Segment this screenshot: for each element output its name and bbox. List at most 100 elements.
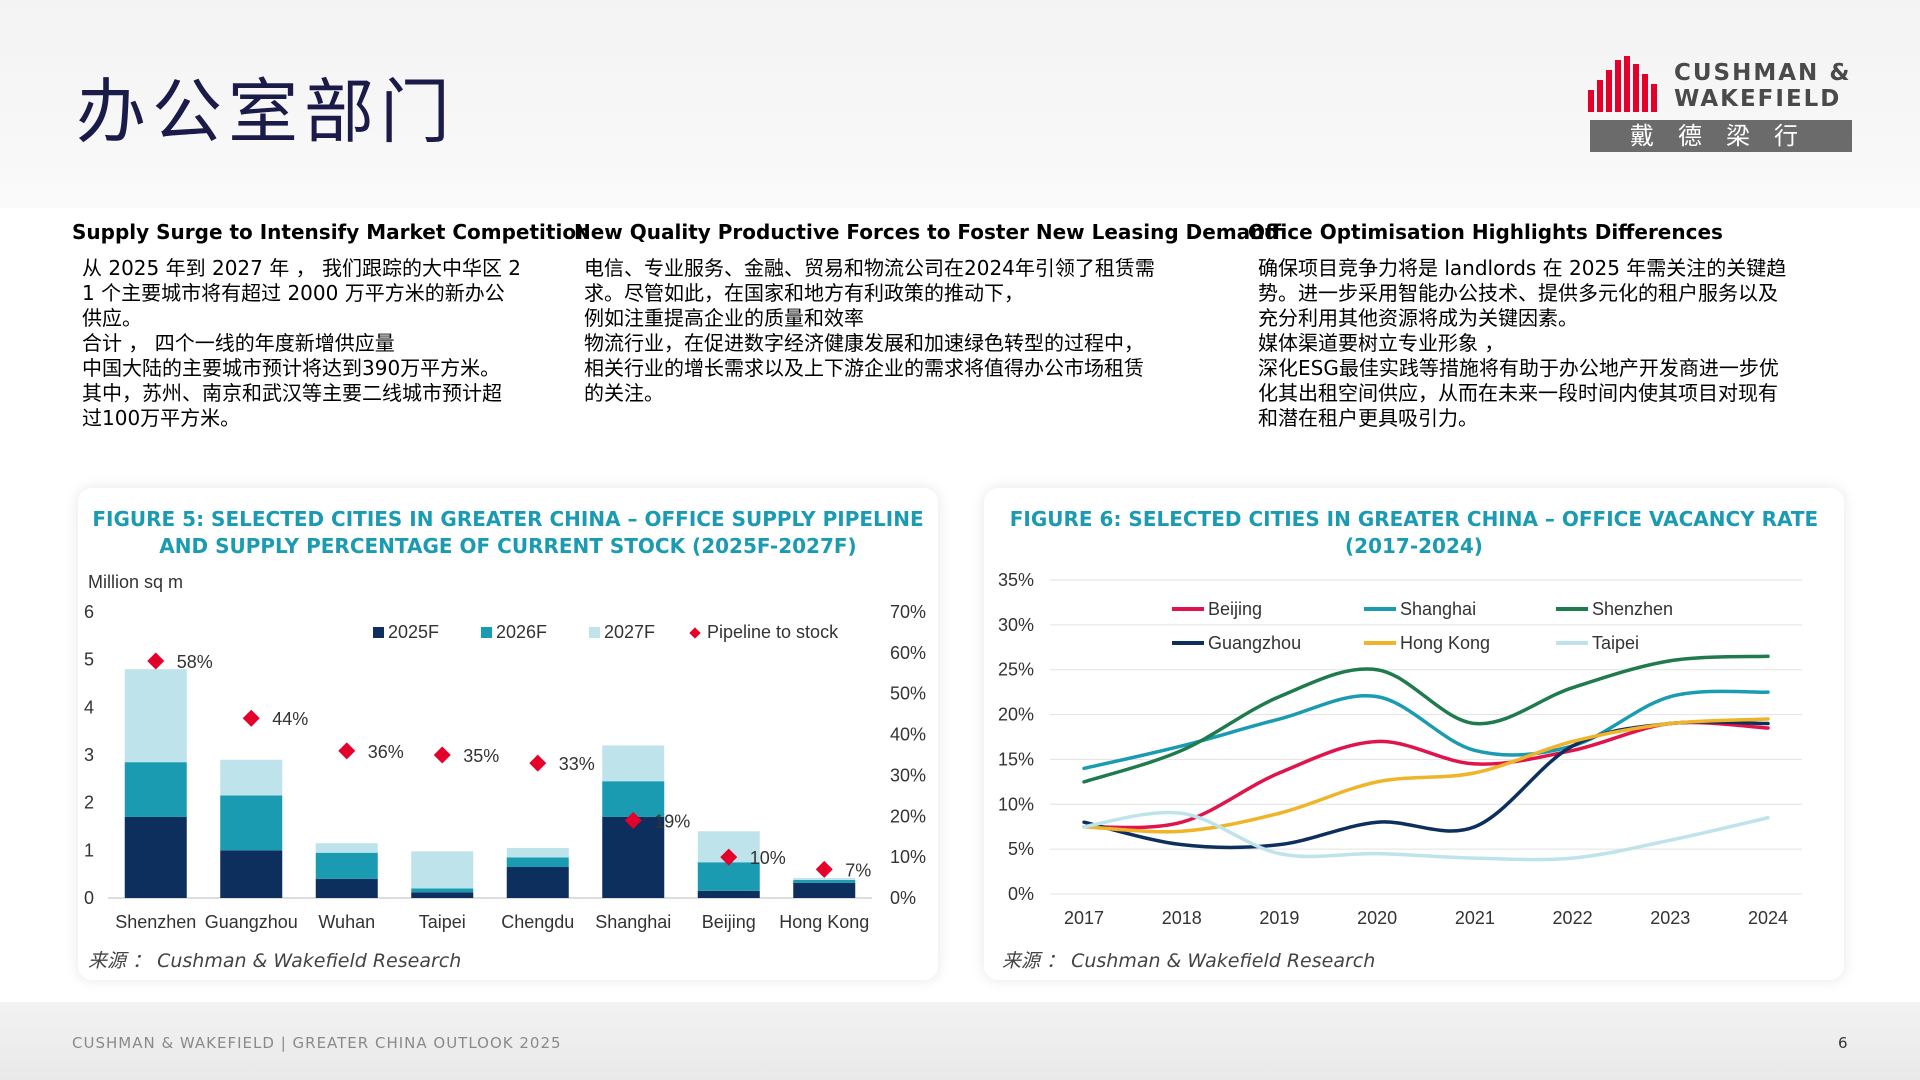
- bar-segment-2025F: [793, 882, 856, 898]
- series-line-shenzhen: [1082, 654, 1770, 784]
- legend-label: Shenzhen: [1592, 599, 1673, 619]
- series-line-beijing: [1082, 720, 1770, 830]
- logo-chinese-name: 戴德梁行: [1590, 120, 1852, 152]
- column-body: 从 2025 年到 2027 年 ， 我们跟踪的大中华区 2 1 个主要城市将有…: [82, 256, 522, 430]
- chart-source: 来源 ： Cushman & Wakefield Research: [1002, 950, 1376, 972]
- legend-label: 2025F: [388, 622, 439, 642]
- legend-swatch: [589, 627, 600, 638]
- x-tick-label: Shanghai: [595, 912, 671, 932]
- logo-bars-icon: [1588, 56, 1657, 112]
- bar-segment-2026F: [793, 879, 856, 883]
- column-heading: New Quality Productive Forces to Foster …: [574, 220, 1279, 244]
- footer-band: [0, 1002, 1920, 1080]
- legend-label: Hong Kong: [1400, 633, 1490, 653]
- logo-line2: WAKEFIELD: [1674, 86, 1842, 112]
- x-tick-label: Shenzhen: [115, 912, 196, 932]
- y-tick-label: 3: [84, 745, 94, 765]
- legend-swatch: [373, 627, 384, 638]
- x-tick-label: Chengdu: [501, 912, 574, 932]
- column-office-optimisation: Office Optimisation Highlights Differenc…: [1248, 220, 1868, 431]
- x-tick-label: Hong Kong: [779, 912, 869, 932]
- bar-segment-2026F: [697, 862, 760, 891]
- chart-source: 来源 ： Cushman & Wakefield Research: [88, 950, 462, 972]
- bar-segment-2025F: [697, 890, 760, 898]
- page-title: 办公室部门: [76, 71, 456, 153]
- y-tick-label: 5%: [1008, 839, 1034, 859]
- legend-label: Shanghai: [1400, 599, 1476, 619]
- column-supply-surge: Supply Surge to Intensify Market Competi…: [72, 220, 591, 431]
- x-tick-label: 2019: [1259, 908, 1299, 928]
- bar-segment-2027F: [315, 843, 378, 853]
- y2-tick-label: 70%: [890, 602, 926, 622]
- bar-segment-2026F: [506, 857, 569, 868]
- pipeline-label: 44%: [272, 709, 308, 729]
- pipeline-marker: [242, 709, 260, 727]
- y-tick-label: 20%: [998, 705, 1034, 725]
- figure5-card: FIGURE 5: SELECTED CITIES IN GREATER CHI…: [78, 488, 938, 980]
- x-tick-label: 2017: [1064, 908, 1104, 928]
- bar-segment-2025F: [602, 816, 665, 898]
- series-line-hong-kong: [1082, 717, 1770, 834]
- pipeline-marker: [529, 754, 547, 772]
- legend-swatch: [689, 627, 701, 639]
- pipeline-label: 35%: [463, 746, 499, 766]
- series-line-shanghai: [1082, 689, 1770, 771]
- y-axis-label: Million sq m: [88, 572, 183, 592]
- x-tick-label: Guangzhou: [205, 912, 298, 932]
- pipeline-label: 19%: [654, 811, 690, 831]
- x-tick-label: 2021: [1455, 908, 1495, 928]
- vacancy-rate-chart: 0% 5% 10% 15% 20% 25% 30% 35% 2017 2018 2019 2020 20…: [998, 570, 1802, 928]
- x-tick-label: 2024: [1748, 908, 1788, 928]
- y2-tick-label: 10%: [890, 847, 926, 867]
- bar-segment-2025F: [411, 892, 474, 898]
- y2-tick-label: 40%: [890, 725, 926, 745]
- legend-label: Taipei: [1592, 633, 1639, 653]
- logo-line1: CUSHMAN &: [1674, 60, 1852, 86]
- company-logo: CUSHMAN & WAKEFIELD 戴德梁行: [1588, 56, 1852, 152]
- y-tick-label: 30%: [998, 615, 1034, 635]
- supply-pipeline-chart: Million sq m01234560%10%20%30%40%50%60%7…: [84, 572, 926, 932]
- x-tick-label: 2023: [1650, 908, 1690, 928]
- bar-segment-2027F: [506, 847, 569, 858]
- bar-segment-2027F: [411, 851, 474, 889]
- legend-label: Beijing: [1208, 599, 1262, 619]
- x-tick-label: 2020: [1357, 908, 1397, 928]
- bar-segment-2027F: [124, 669, 187, 763]
- pipeline-label: 10%: [750, 848, 786, 868]
- y-tick-label: 15%: [998, 749, 1034, 769]
- page-number: 6: [1838, 1034, 1848, 1052]
- y-tick-label: 5: [84, 650, 94, 670]
- y-tick-label: 25%: [998, 660, 1034, 680]
- chart-title: FIGURE 5: SELECTED CITIES IN GREATER CHI…: [92, 507, 924, 558]
- y2-tick-label: 30%: [890, 765, 926, 785]
- y2-tick-label: 0%: [890, 888, 916, 908]
- x-tick-label: 2018: [1162, 908, 1202, 928]
- series-line-guangzhou: [1082, 720, 1770, 850]
- pipeline-marker: [433, 746, 451, 764]
- pipeline-marker: [720, 848, 738, 866]
- column-heading: Supply Surge to Intensify Market Competi…: [72, 220, 591, 244]
- y2-tick-label: 50%: [890, 684, 926, 704]
- column-body: 确保项目竞争力将是 landlords 在 2025 年需关注的关键趋 势。进一…: [1258, 256, 1787, 430]
- bar-segment-2025F: [506, 867, 569, 898]
- figure6-card: FIGURE 6: SELECTED CITIES IN GREATER CHI…: [984, 488, 1844, 980]
- y-tick-label: 0: [84, 888, 94, 908]
- bar-segment-2026F: [315, 852, 378, 879]
- logo-wordmark: CUSHMAN & WAKEFIELD: [1674, 60, 1851, 112]
- legend-swatch: [481, 627, 492, 638]
- y-tick-label: 2: [84, 793, 94, 813]
- legend-label: Guangzhou: [1208, 633, 1301, 653]
- pipeline-marker: [815, 860, 833, 878]
- bar-segment-2025F: [124, 816, 187, 898]
- legend-label: 2027F: [604, 622, 655, 642]
- y-tick-label: 0%: [1008, 884, 1034, 904]
- bar-segment-2025F: [315, 878, 378, 898]
- pipeline-label: 33%: [559, 754, 595, 774]
- pipeline-marker: [338, 742, 356, 760]
- bar-segment-2027F: [793, 877, 856, 880]
- footer-text: CUSHMAN & WAKEFIELD | GREATER CHINA OUTL…: [72, 1034, 562, 1052]
- pipeline-label: 7%: [845, 860, 871, 880]
- bar-segment-2026F: [602, 781, 665, 817]
- bar-segment-2026F: [220, 795, 283, 851]
- y-tick-label: 10%: [998, 794, 1034, 814]
